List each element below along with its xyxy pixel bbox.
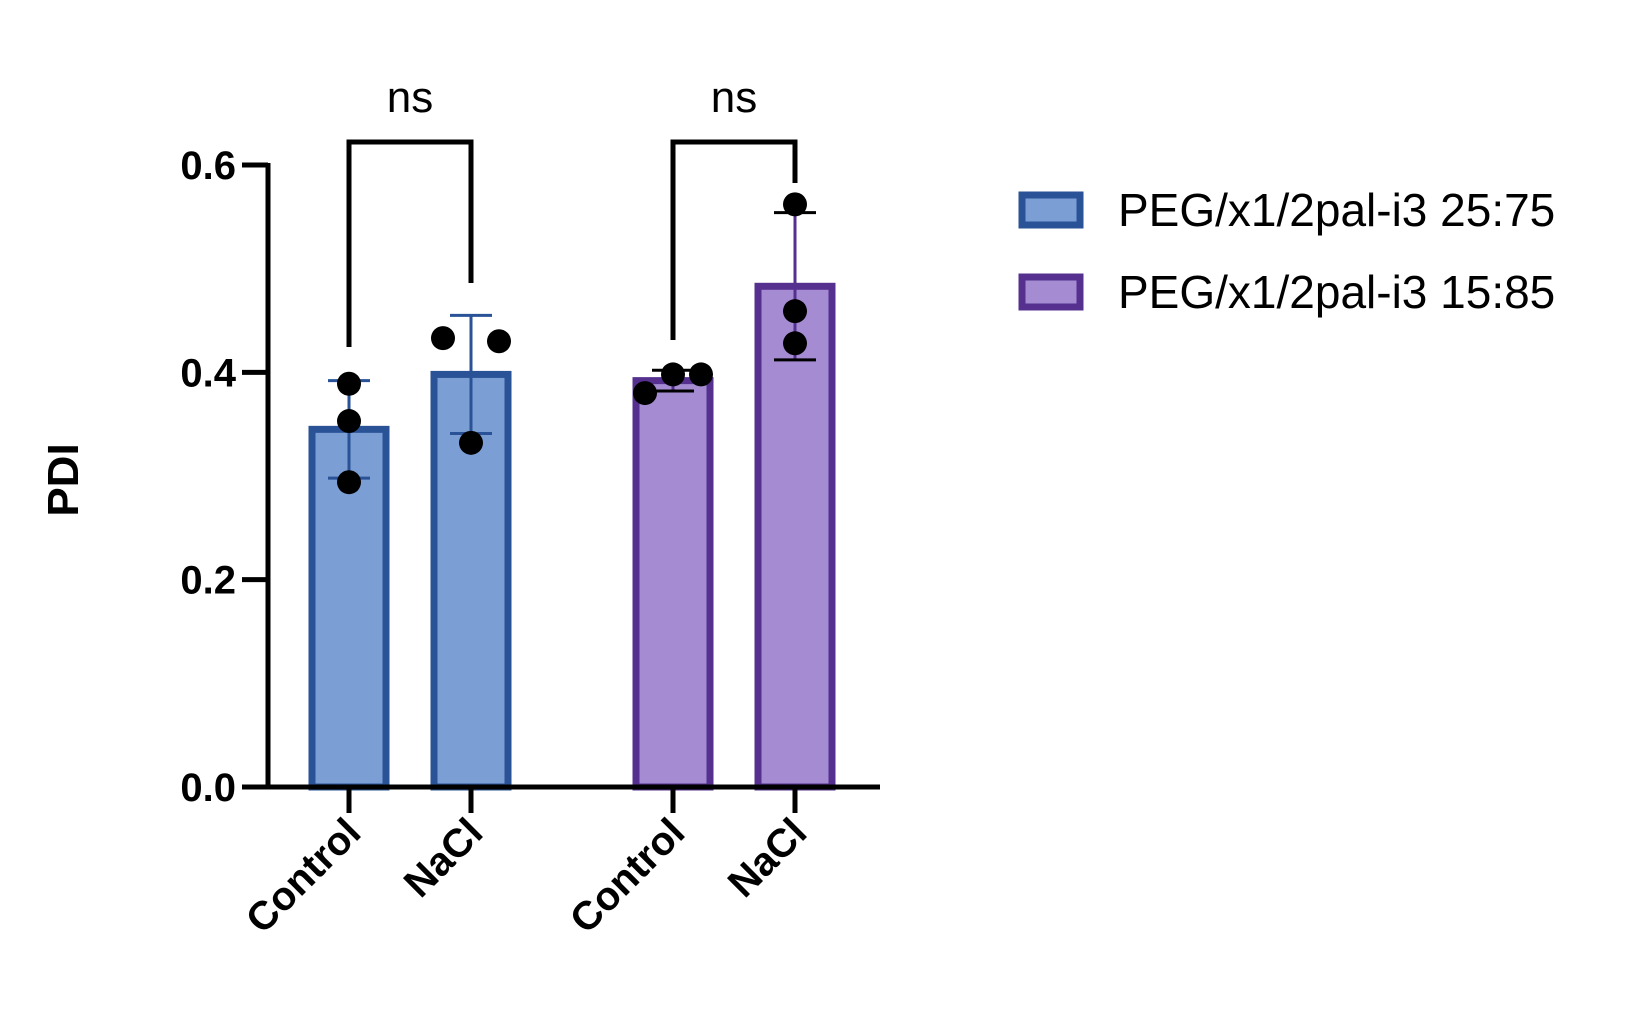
data-point	[459, 430, 483, 455]
y-tick-label: 0.4	[180, 351, 236, 395]
legend-label: PEG/x1/2pal-i3 15:85	[1118, 266, 1555, 318]
points-layer	[337, 192, 807, 495]
data-point	[661, 362, 685, 387]
significance-layer: ns ns	[346, 73, 798, 347]
y-axis-label: PDI	[39, 443, 88, 516]
y-tick-label: 0.2	[180, 559, 236, 603]
x-tick-label: NaCl	[720, 810, 816, 906]
data-point	[633, 381, 657, 406]
data-point	[337, 470, 361, 495]
error-bars-layer	[328, 211, 816, 480]
data-point	[337, 409, 361, 434]
data-point	[487, 329, 511, 354]
y-tick-label: 0.6	[180, 144, 236, 188]
data-point	[783, 299, 807, 324]
bar	[632, 377, 714, 791]
data-point	[431, 326, 455, 351]
bar	[754, 282, 836, 791]
x-tick-label: Control	[562, 810, 694, 942]
significance-label: ns	[387, 73, 433, 122]
data-point	[337, 371, 361, 396]
legend-swatch	[1018, 191, 1084, 229]
legend-swatch	[1018, 273, 1084, 311]
legend-label: PEG/x1/2pal-i3 25:75	[1118, 184, 1555, 236]
significance-bracket	[670, 139, 798, 340]
x-tick-label: Control	[238, 810, 370, 942]
bars-layer	[308, 282, 836, 791]
significance-bracket	[346, 139, 474, 347]
y-tick-label: 0.0	[180, 766, 236, 810]
significance-label: ns	[711, 73, 757, 122]
legend: PEG/x1/2pal-i3 25:75 PEG/x1/2pal-i3 15:85	[1018, 184, 1555, 318]
data-point	[689, 362, 713, 387]
data-point	[783, 331, 807, 356]
x-tick-label: NaCl	[396, 810, 492, 906]
data-point	[783, 192, 807, 217]
